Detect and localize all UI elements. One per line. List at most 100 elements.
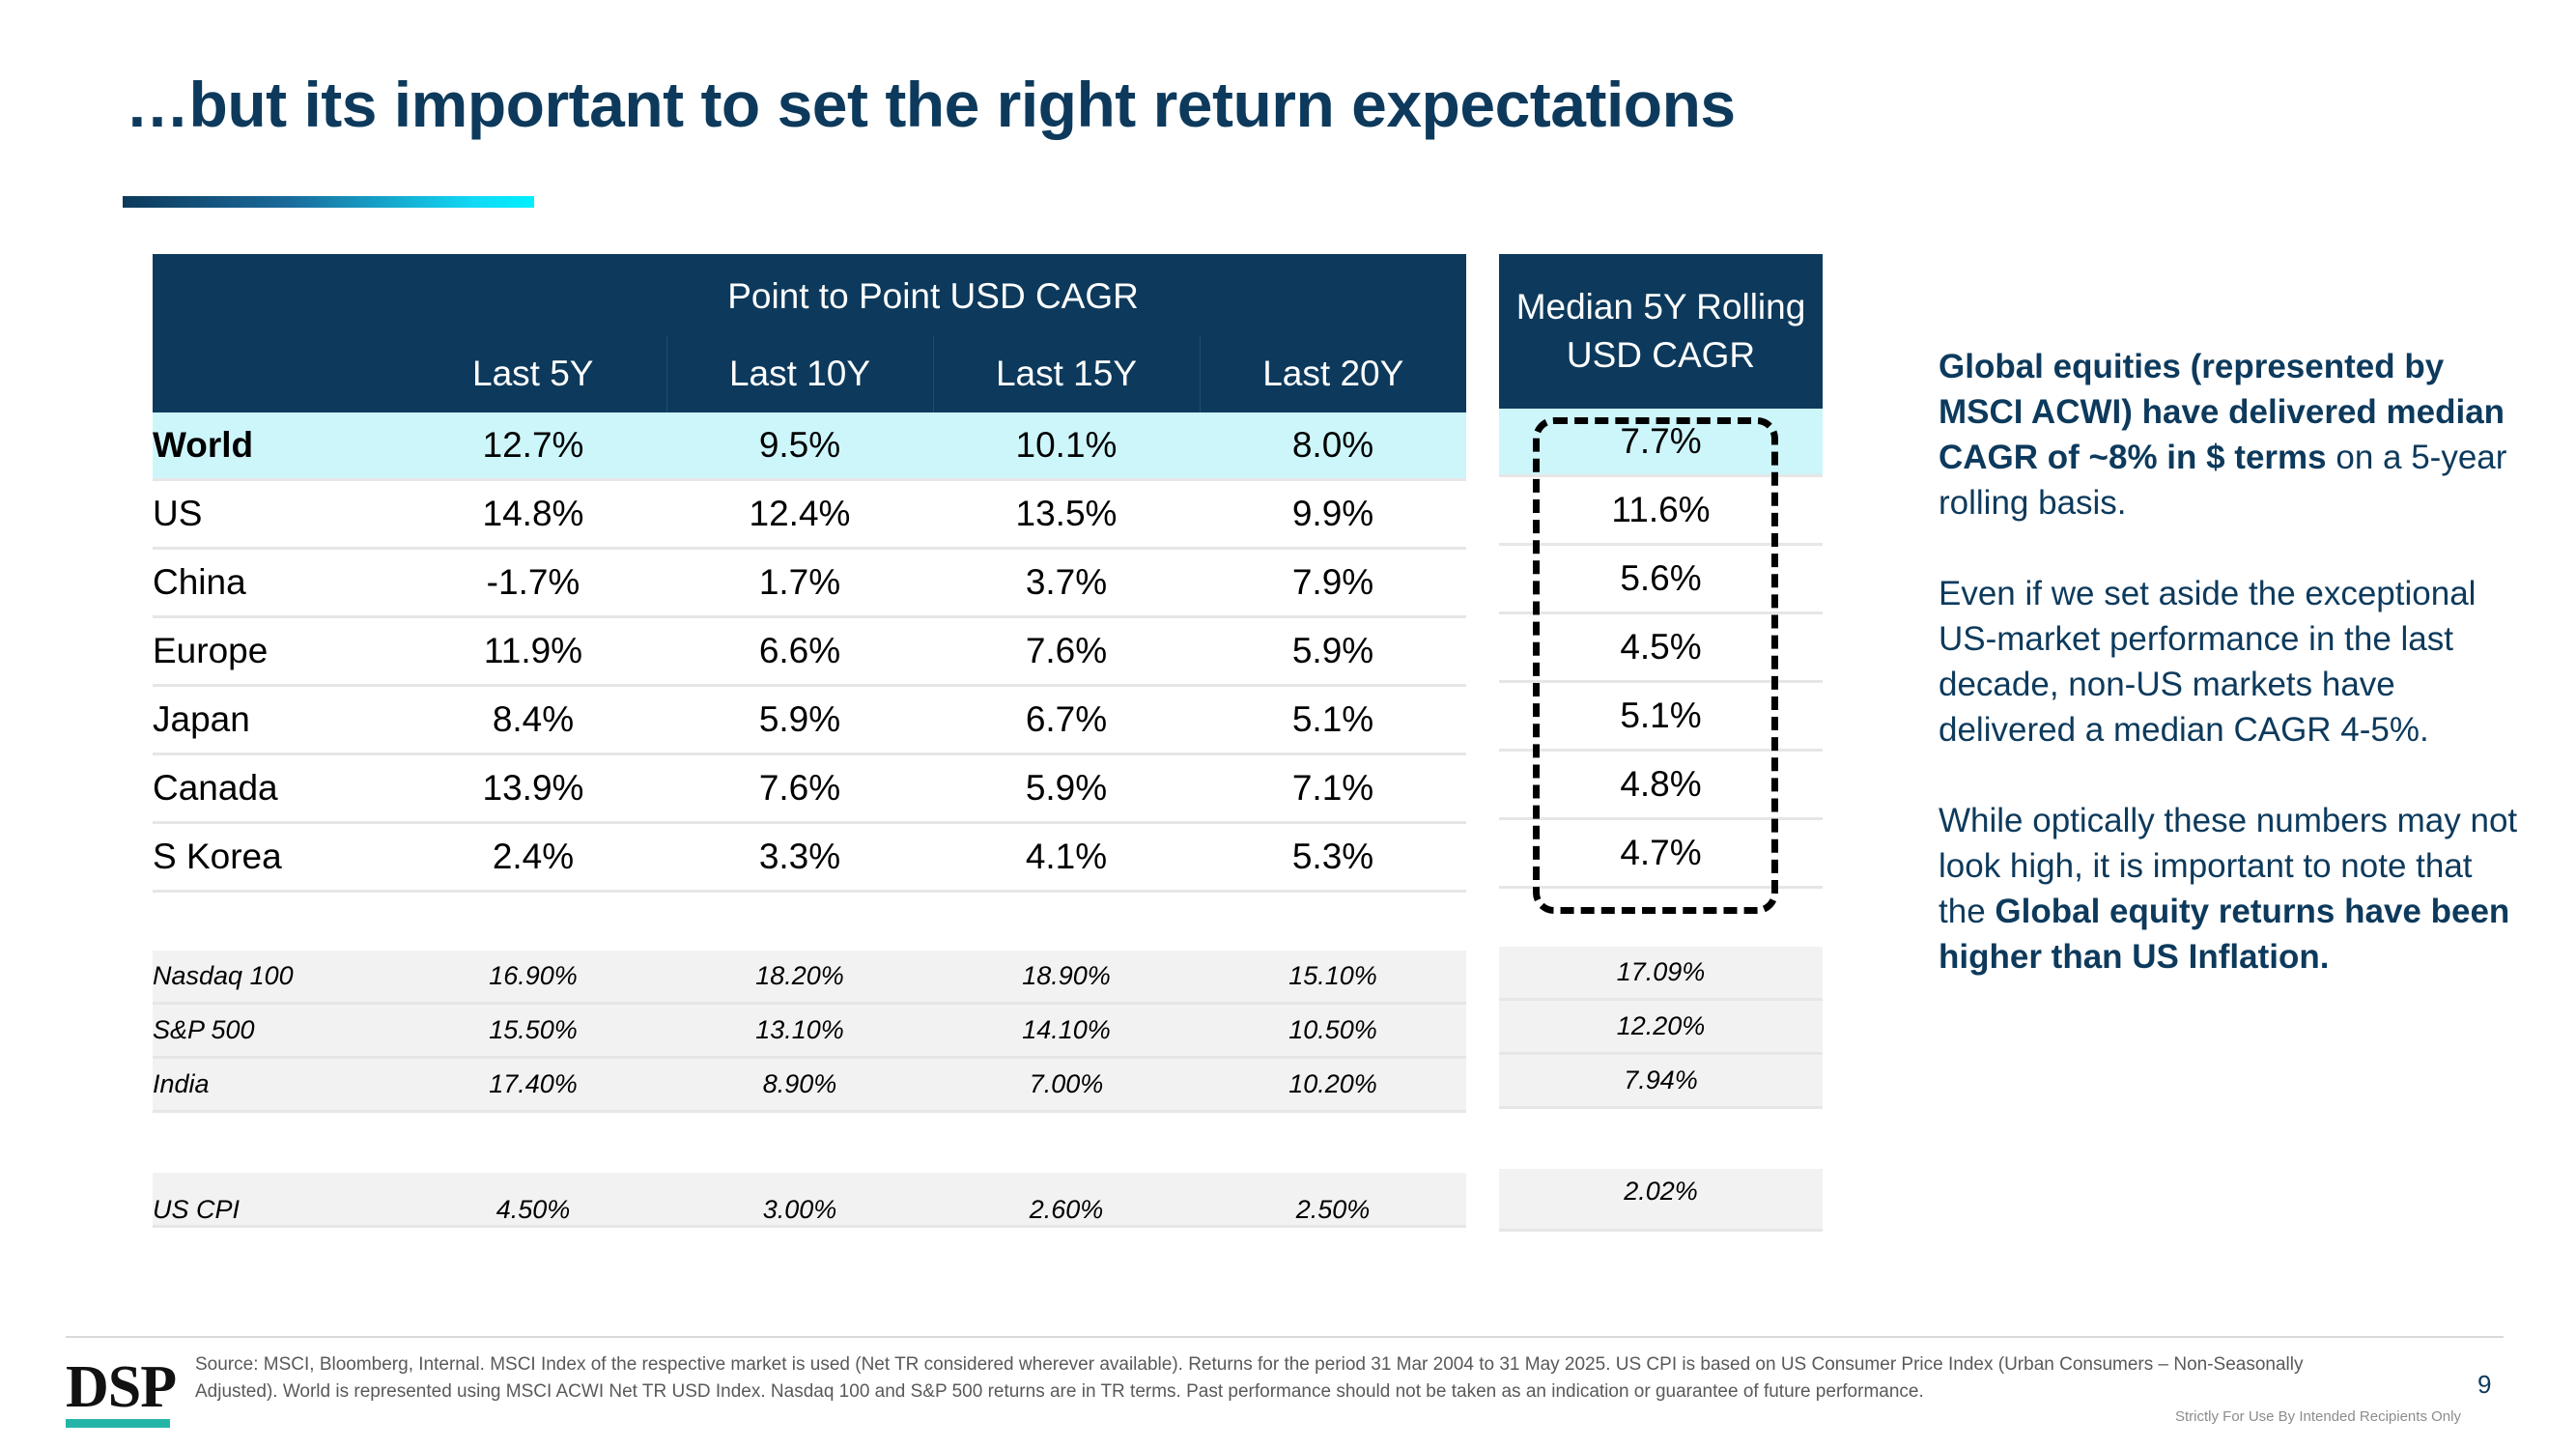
row-label: Nasdaq 100	[153, 951, 400, 1005]
cell-last-15y: 7.6%	[933, 616, 1200, 687]
cell-median: 5.1%	[1499, 681, 1823, 752]
table-row: S&P 500 15.50% 13.10% 14.10% 10.50%	[153, 1003, 1467, 1059]
cell-last-20y: 5.3%	[1200, 822, 1467, 893]
cell-last-20y: 2.50%	[1200, 1173, 1467, 1228]
median-row: 12.20%	[1499, 999, 1823, 1055]
table-row: Japan 8.4% 5.9% 6.7% 5.1%	[153, 685, 1467, 755]
cell-last-5y: 14.8%	[400, 479, 666, 550]
header-point-to-point: Point to Point USD CAGR	[400, 254, 1467, 335]
cell-last-10y: 18.20%	[666, 951, 933, 1005]
cell-median: 11.6%	[1499, 475, 1823, 546]
header-last-5y: Last 5Y	[400, 335, 666, 412]
header-last-15y: Last 15Y	[932, 335, 1200, 412]
cell-last-15y: 3.7%	[933, 548, 1200, 618]
spacer-cell	[1200, 1111, 1467, 1173]
spacer-cell	[1200, 891, 1467, 951]
cell-last-15y: 4.1%	[933, 822, 1200, 893]
spacer-cell	[153, 891, 400, 951]
spacer-cell	[933, 1111, 1200, 1173]
footer-divider	[66, 1336, 2504, 1338]
row-label: World	[153, 412, 400, 481]
commentary-1-bold: Global equities (represented by MSCI ACW…	[1939, 348, 2505, 476]
logo-text: DSP	[66, 1354, 177, 1420]
header-corner	[153, 254, 400, 335]
cell-last-10y: 7.6%	[666, 753, 933, 824]
logo-underline	[66, 1419, 170, 1428]
cell-median: 4.7%	[1499, 818, 1823, 889]
cell-last-5y: 16.90%	[400, 951, 666, 1005]
row-label: S Korea	[153, 822, 400, 893]
commentary-1-rest: on a 5-year rolling basis.	[1939, 439, 2507, 522]
page-number: 9	[2477, 1370, 2492, 1399]
cell-last-5y: 15.50%	[400, 1003, 666, 1059]
median-row: 4.7%	[1499, 818, 1823, 889]
cell-last-20y: 7.1%	[1200, 753, 1467, 824]
cell-last-20y: 10.50%	[1200, 1003, 1467, 1059]
spacer-cell	[400, 891, 666, 951]
table-row: S Korea 2.4% 3.3% 4.1% 5.3%	[153, 822, 1467, 893]
cell-last-5y: 12.7%	[400, 412, 666, 481]
row-label: US	[153, 479, 400, 550]
cell-median: 12.20%	[1499, 999, 1823, 1055]
cell-last-15y: 13.5%	[933, 479, 1200, 550]
header-corner-lower	[153, 335, 400, 412]
cell-last-10y: 3.3%	[666, 822, 933, 893]
commentary-3-bold: Global equity returns have been higher t…	[1939, 893, 2510, 976]
cell-last-10y: 12.4%	[666, 479, 933, 550]
cell-median: 5.6%	[1499, 544, 1823, 614]
header-median-rolling: Median 5Y Rolling USD CAGR	[1499, 254, 1823, 409]
cell-last-15y: 14.10%	[933, 1003, 1200, 1059]
cell-last-20y: 9.9%	[1200, 479, 1467, 550]
page-title: …but its important to set the right retu…	[126, 69, 1736, 140]
cell-last-5y: 8.4%	[400, 685, 666, 755]
cell-median: 7.94%	[1499, 1053, 1823, 1109]
spacer-cell	[933, 891, 1200, 951]
cell-last-5y: 11.9%	[400, 616, 666, 687]
cell-last-20y: 7.9%	[1200, 548, 1467, 618]
cell-last-10y: 5.9%	[666, 685, 933, 755]
cell-last-20y: 15.10%	[1200, 951, 1467, 1005]
spacer-row	[153, 1111, 1467, 1173]
median-row: 5.6%	[1499, 544, 1823, 614]
cell-last-15y: 5.9%	[933, 753, 1200, 824]
row-label: China	[153, 548, 400, 618]
row-label: Japan	[153, 685, 400, 755]
median-row: 2.02%	[1499, 1169, 1823, 1232]
cell-last-5y: 2.4%	[400, 822, 666, 893]
cell-last-20y: 10.20%	[1200, 1057, 1467, 1113]
median-row: 7.94%	[1499, 1053, 1823, 1109]
cagr-table: Point to Point USD CAGR Last 5Y Last 10Y…	[153, 254, 1467, 1228]
cell-last-15y: 2.60%	[933, 1173, 1200, 1228]
row-label: S&P 500	[153, 1003, 400, 1059]
spacer-cell	[666, 891, 933, 951]
cell-last-20y: 5.9%	[1200, 616, 1467, 687]
cell-last-15y: 10.1%	[933, 412, 1200, 481]
table-row: US CPI 4.50% 3.00% 2.60% 2.50%	[153, 1173, 1467, 1228]
spacer-row	[153, 891, 1467, 951]
cell-last-10y: 1.7%	[666, 548, 933, 618]
cell-last-10y: 3.00%	[666, 1173, 933, 1228]
cell-last-10y: 8.90%	[666, 1057, 933, 1113]
cell-last-15y: 6.7%	[933, 685, 1200, 755]
commentary-3-start: While optically these numbers may not lo…	[1939, 802, 2518, 930]
median-row: 4.8%	[1499, 750, 1823, 820]
row-label: Canada	[153, 753, 400, 824]
spacer-row	[1499, 1107, 1823, 1169]
row-label: India	[153, 1057, 400, 1113]
cell-median: 4.5%	[1499, 612, 1823, 683]
spacer-cell	[400, 1111, 666, 1173]
title-underline	[123, 196, 534, 208]
dsp-logo: DSP	[66, 1354, 177, 1428]
cell-median: 2.02%	[1499, 1169, 1823, 1232]
table-row: India 17.40% 8.90% 7.00% 10.20%	[153, 1057, 1467, 1113]
table-row: Europe 11.9% 6.6% 7.6% 5.9%	[153, 616, 1467, 687]
table-row: China -1.7% 1.7% 3.7% 7.9%	[153, 548, 1467, 618]
cell-last-15y: 18.90%	[933, 951, 1200, 1005]
table-row: Canada 13.9% 7.6% 5.9% 7.1%	[153, 753, 1467, 824]
cell-last-5y: 4.50%	[400, 1173, 666, 1228]
row-label: US CPI	[153, 1173, 400, 1228]
commentary-paragraph-2: Even if we set aside the exceptional US-…	[1939, 575, 2477, 749]
cell-last-20y: 5.1%	[1200, 685, 1467, 755]
cell-last-15y: 7.00%	[933, 1057, 1200, 1113]
header-last-20y: Last 20Y	[1199, 335, 1467, 412]
